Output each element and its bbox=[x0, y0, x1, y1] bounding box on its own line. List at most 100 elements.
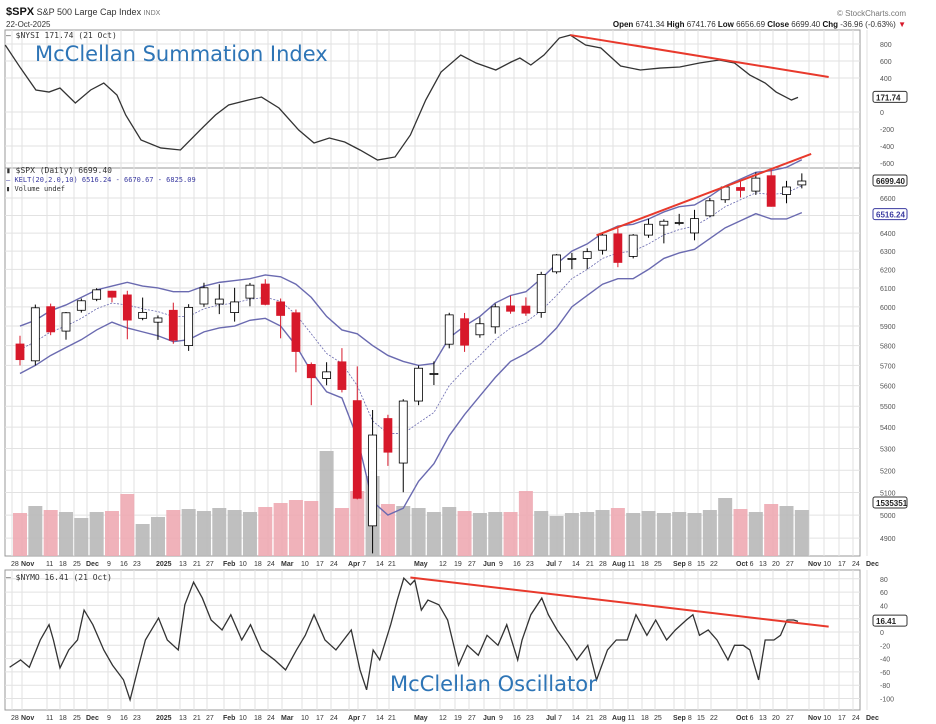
volume-bar bbox=[472, 513, 487, 556]
x-tick-label: Dec bbox=[86, 715, 99, 722]
candle-body bbox=[736, 187, 745, 191]
x-tick-label: 28 bbox=[599, 715, 607, 722]
chg-label: Chg bbox=[822, 20, 839, 29]
x-tick-label: 20 bbox=[772, 561, 780, 568]
x-tick-label: 16 bbox=[120, 561, 128, 568]
price-candle bbox=[184, 304, 194, 351]
x-tick-label: 14 bbox=[572, 561, 580, 568]
candle-body bbox=[214, 298, 224, 305]
nymo-trendline bbox=[410, 576, 829, 628]
volume-bar bbox=[319, 451, 334, 556]
band-value-tag-box bbox=[872, 208, 908, 221]
price-candle bbox=[61, 312, 71, 340]
price-candle bbox=[628, 234, 638, 259]
volume-bar bbox=[166, 510, 181, 556]
price-candle bbox=[582, 248, 592, 270]
nymo-legend-text: $NYMO 16.41 (21 Oct) bbox=[15, 573, 112, 582]
price-candle bbox=[414, 365, 423, 406]
price-axis-label: 6400 bbox=[880, 231, 896, 238]
x-tick-label: 12 bbox=[439, 715, 447, 722]
volume-value-tag: 1535351 bbox=[872, 496, 908, 509]
candle-body bbox=[782, 186, 791, 195]
x-tick-label: 22 bbox=[710, 561, 718, 568]
price-candle bbox=[521, 297, 531, 316]
nymo-axis-label: -20 bbox=[880, 643, 890, 650]
volume-value-tag-box bbox=[872, 496, 908, 509]
nysi-value-tag-text: 171.74 bbox=[876, 93, 901, 102]
volume-bar bbox=[549, 516, 564, 556]
x-tick-label: 18 bbox=[254, 715, 262, 722]
nysi-axis-label: 0 bbox=[880, 110, 884, 117]
volume-bar bbox=[672, 512, 687, 556]
x-tick-label: 16 bbox=[120, 715, 128, 722]
price-candle bbox=[552, 254, 561, 274]
volume-bar bbox=[442, 507, 457, 556]
price-value-tag-box bbox=[872, 174, 908, 187]
x-tick-label: 17 bbox=[838, 561, 846, 568]
ohlc-readout: Open 6741.34 High 6741.76 Low 6656.69 Cl… bbox=[613, 20, 906, 30]
price-axis-label: 6100 bbox=[880, 286, 896, 293]
price-candle bbox=[76, 298, 86, 313]
candle-body bbox=[674, 222, 684, 224]
candle-body bbox=[337, 361, 347, 390]
volume-bar bbox=[641, 511, 656, 556]
x-tick-label: 15 bbox=[697, 715, 705, 722]
x-tick-label: 24 bbox=[330, 561, 338, 568]
price-candle bbox=[138, 297, 148, 321]
price-candle bbox=[245, 282, 255, 307]
volume-bar bbox=[595, 510, 610, 556]
x-tick-label: Feb bbox=[223, 561, 235, 568]
x-tick-label: 25 bbox=[73, 561, 81, 568]
volume-bar bbox=[334, 508, 349, 556]
price-candle bbox=[368, 409, 377, 554]
candle-body bbox=[138, 311, 148, 319]
candle-body bbox=[521, 305, 531, 314]
volume-bar bbox=[135, 524, 150, 556]
volume-bar bbox=[748, 512, 763, 556]
candle-body bbox=[245, 284, 255, 299]
candle-body bbox=[383, 418, 393, 453]
chart-date: 22-Oct-2025 bbox=[6, 20, 51, 29]
price-axis-label: 5300 bbox=[880, 447, 896, 454]
price-candle bbox=[276, 298, 286, 339]
x-tick-label: 10 bbox=[301, 715, 309, 722]
price-axis-label: 4900 bbox=[880, 536, 896, 543]
price-candle bbox=[797, 173, 807, 189]
x-tick-label: 7 bbox=[558, 561, 562, 568]
candle-body bbox=[552, 254, 561, 273]
price-candle bbox=[122, 290, 132, 340]
open-value: 6741.34 bbox=[635, 20, 665, 29]
candle-body bbox=[720, 186, 730, 201]
x-tick-label: Jul bbox=[546, 561, 556, 568]
candle-body bbox=[153, 317, 163, 323]
open-label: Open bbox=[612, 20, 634, 29]
candle-body bbox=[536, 273, 546, 313]
nymo-line bbox=[9, 576, 799, 703]
x-tick-label: 13 bbox=[179, 715, 187, 722]
down-arrow-icon: ▼ bbox=[898, 20, 906, 29]
x-tick-label: Jul bbox=[546, 715, 556, 722]
x-tick-label: 12 bbox=[439, 561, 447, 568]
price-candle bbox=[92, 288, 102, 302]
price-candle bbox=[214, 284, 224, 315]
x-tick-label: Sep bbox=[673, 561, 686, 568]
candle-body bbox=[444, 314, 454, 345]
kelt-middle-line bbox=[19, 185, 802, 434]
nysi-trendline bbox=[570, 34, 829, 78]
volume-bar bbox=[380, 504, 395, 556]
close-value: 6699.40 bbox=[791, 20, 821, 29]
x-tick-label: 13 bbox=[179, 561, 187, 568]
volume-bar bbox=[610, 508, 625, 556]
price-candle bbox=[337, 348, 347, 393]
symbol: $SPX bbox=[6, 6, 35, 18]
price-candle bbox=[659, 219, 669, 244]
price-value-tag: 6699.40 bbox=[872, 174, 908, 187]
volume-legend: ▮ Volume undef bbox=[6, 185, 66, 193]
chg-value: -36.96 (-0.63%) bbox=[840, 20, 896, 29]
x-tick-label: 7 bbox=[362, 561, 366, 568]
x-tick-label: Feb bbox=[223, 715, 235, 722]
candle-body bbox=[429, 373, 439, 375]
x-tick-label: 16 bbox=[513, 715, 521, 722]
price-axis-label: 5900 bbox=[880, 324, 896, 331]
